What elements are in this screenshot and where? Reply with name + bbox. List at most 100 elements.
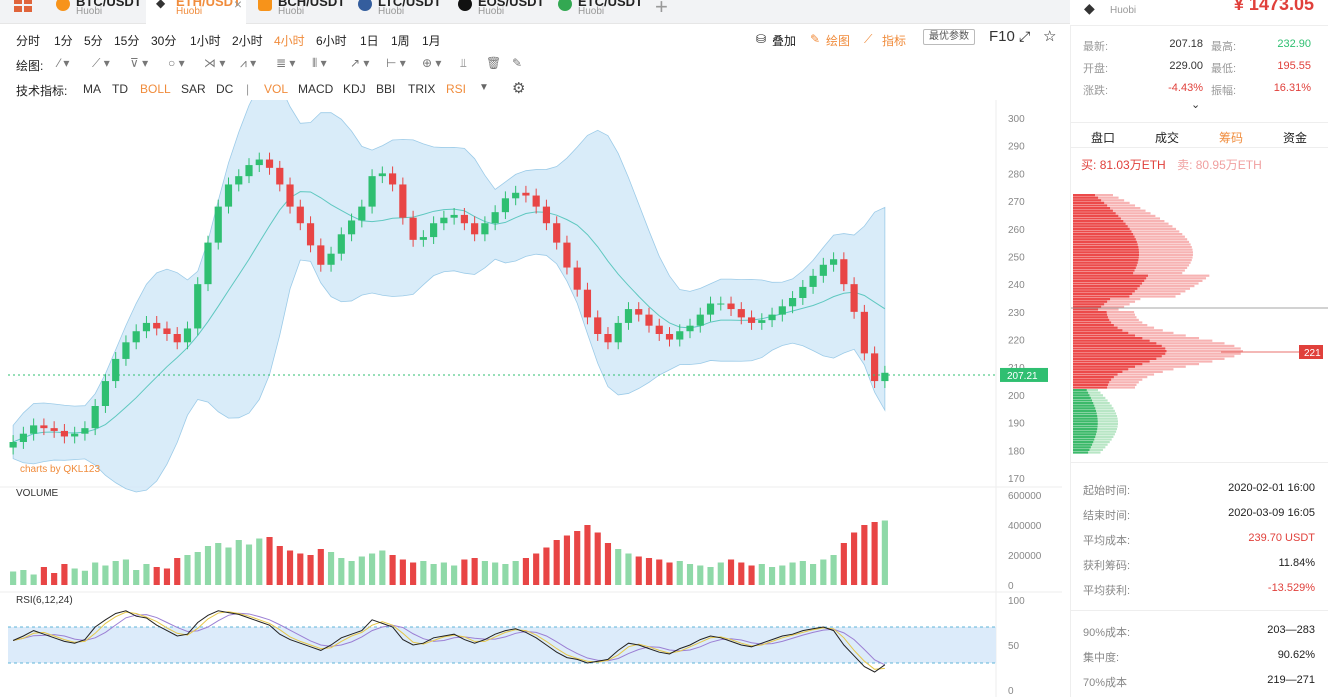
indicator-bbi[interactable]: BBI bbox=[376, 82, 396, 96]
volume-bar bbox=[338, 558, 345, 585]
trash-icon[interactable]: 🗑 bbox=[486, 56, 502, 70]
volume-bar bbox=[461, 559, 468, 585]
volume-bar bbox=[20, 570, 27, 585]
tab-trades[interactable]: 成交 bbox=[1154, 131, 1179, 145]
indicator-trix[interactable]: TRIX bbox=[408, 82, 436, 96]
chip-bar bbox=[1073, 412, 1097, 415]
tab-orderbook[interactable]: 盘口 bbox=[1090, 131, 1115, 145]
tab-ltc[interactable]: LTC/USDT Huobi bbox=[348, 0, 446, 24]
period-option[interactable]: 1周 bbox=[391, 34, 410, 48]
arrow-tool-icon[interactable]: ↗ ▾ bbox=[350, 56, 370, 70]
gann-tool-icon[interactable]: ⦀ ▾ bbox=[312, 56, 327, 70]
drawing-toolbar: 绘图: ⁄ ▾ ⟋ ▾ ⊽ ▾ ○ ▾ ⋊ ▾ ⩘ ▾ ≣ ▾ ⦀ ▾ ↗ ▾ … bbox=[0, 52, 1070, 76]
circle-tool-icon[interactable]: ○ ▾ bbox=[168, 56, 185, 70]
period-option-active[interactable]: 4小时 bbox=[274, 34, 305, 48]
tab-symbol: EOS/USDT bbox=[478, 0, 545, 9]
overlay-icon[interactable]: ⛁ bbox=[756, 32, 767, 46]
indicator-vol[interactable]: VOL bbox=[264, 82, 289, 96]
volume-bar bbox=[420, 561, 427, 585]
indicator-button[interactable]: 指标 bbox=[882, 34, 907, 48]
indicator-dc[interactable]: DC bbox=[216, 82, 234, 96]
volume-bar bbox=[881, 520, 888, 585]
favorite-star-icon[interactable]: ☆ bbox=[1043, 28, 1057, 45]
chart-area[interactable]: 3002902802702602502402302202102001901801… bbox=[0, 76, 1062, 697]
candle-body bbox=[430, 223, 438, 238]
buy-label: 买: bbox=[1081, 158, 1097, 172]
rsi-band bbox=[8, 627, 996, 663]
best-params-button[interactable]: 最优参数 bbox=[923, 29, 975, 45]
period-option[interactable]: 分时 bbox=[16, 34, 41, 48]
bch-coin-icon bbox=[258, 0, 272, 11]
tab-bch[interactable]: BCH/USDT Huobi bbox=[248, 0, 346, 24]
wave-tool-icon[interactable]: ⩘ ▾ bbox=[240, 56, 257, 70]
period-option[interactable]: 15分 bbox=[114, 34, 140, 48]
candle-body bbox=[840, 259, 848, 285]
line-tool-icon[interactable]: ⁄ ▾ bbox=[58, 56, 70, 70]
indicator-ma[interactable]: MA bbox=[83, 82, 101, 96]
tab-eth[interactable]: ◆ ETH/USDT Huobi × bbox=[146, 0, 246, 24]
indicator-boll[interactable]: BOLL bbox=[140, 82, 171, 96]
ray-tool-icon[interactable]: ⟋ ▾ bbox=[92, 56, 110, 70]
indicator-td[interactable]: TD bbox=[112, 82, 128, 96]
chip-bar bbox=[1073, 409, 1097, 412]
apps-grid-icon[interactable] bbox=[14, 0, 34, 14]
volume-bar bbox=[389, 555, 396, 585]
fullscreen-icon[interactable]: ⤢ bbox=[1019, 28, 1031, 44]
chip-bar bbox=[1073, 342, 1157, 345]
tab-etc[interactable]: ETC/USDT Huobi bbox=[548, 0, 646, 24]
tab-chips[interactable]: 筹码 bbox=[1218, 131, 1243, 145]
overlay-button[interactable]: 叠加 bbox=[772, 34, 797, 48]
draw-button[interactable]: 绘图 bbox=[826, 34, 851, 48]
indicator-rsi[interactable]: RSI bbox=[446, 82, 467, 96]
more-indicators-icon[interactable]: ▼ bbox=[479, 82, 489, 93]
chip-bar bbox=[1073, 334, 1136, 337]
tab-btc[interactable]: BTC/USDT Huobi bbox=[46, 0, 144, 24]
tab-funds[interactable]: 资金 bbox=[1282, 131, 1307, 145]
note-tool-icon[interactable]: ⊕ ▾ bbox=[422, 56, 442, 70]
candle-body bbox=[635, 309, 643, 315]
chip-bar bbox=[1073, 425, 1098, 428]
channel-tool-icon[interactable]: ⊽ ▾ bbox=[130, 56, 149, 70]
draw-pen-icon[interactable]: ✎ bbox=[810, 32, 821, 46]
add-tab-button[interactable]: + bbox=[655, 0, 668, 19]
period-option[interactable]: 1月 bbox=[422, 34, 441, 48]
indicator-kdj[interactable]: KDJ bbox=[343, 82, 366, 96]
chip-bar bbox=[1073, 360, 1150, 363]
fibonacci-tool-icon[interactable]: ≣ ▾ bbox=[276, 56, 296, 70]
indicator-chart-icon[interactable]: ⟋ bbox=[864, 32, 873, 46]
period-option[interactable]: 5分 bbox=[84, 34, 103, 48]
candle-body bbox=[563, 242, 571, 268]
chip-bar bbox=[1073, 357, 1157, 360]
tab-eos[interactable]: EOS/USDT Huobi bbox=[448, 0, 546, 24]
stats-tool-icon[interactable]: ⫫ bbox=[460, 56, 467, 70]
close-tab-icon[interactable]: × bbox=[233, 0, 242, 12]
f10-button[interactable]: F10 bbox=[989, 28, 1015, 45]
chip-bar bbox=[1073, 212, 1116, 215]
period-option[interactable]: 30分 bbox=[151, 34, 177, 48]
volume-bar bbox=[40, 567, 47, 585]
period-option[interactable]: 1小时 bbox=[190, 34, 221, 48]
period-option[interactable]: 1日 bbox=[360, 34, 379, 48]
buy-sell-summary: 买: 81.03万ETH 卖: 80.95万ETH bbox=[1081, 156, 1262, 173]
chart-canvas[interactable]: 3002902802702602502402302202102001901801… bbox=[0, 76, 1062, 697]
period-option[interactable]: 2小时 bbox=[232, 34, 263, 48]
eraser-icon[interactable]: ✎ bbox=[512, 56, 523, 70]
volume-bar bbox=[707, 567, 714, 585]
candle-body bbox=[655, 325, 663, 334]
candle-body bbox=[583, 289, 592, 318]
indicator-macd[interactable]: MACD bbox=[298, 82, 334, 96]
candle-body bbox=[60, 430, 68, 437]
candle-body bbox=[542, 206, 551, 224]
chip-bar bbox=[1073, 220, 1124, 223]
expand-chevron-icon[interactable]: ⌄ bbox=[1191, 99, 1201, 111]
settings-gear-icon[interactable]: ⚙ bbox=[512, 80, 526, 97]
chip-info-label: 平均成本: bbox=[1083, 535, 1131, 547]
chip-bar bbox=[1073, 256, 1139, 259]
chip-bar bbox=[1073, 196, 1099, 199]
pattern-tool-icon[interactable]: ⋊ ▾ bbox=[204, 56, 226, 70]
period-option[interactable]: 1分 bbox=[54, 34, 73, 48]
volume-bar bbox=[697, 565, 704, 585]
indicator-sar[interactable]: SAR bbox=[181, 82, 206, 96]
period-option[interactable]: 6小时 bbox=[316, 34, 347, 48]
measure-tool-icon[interactable]: ⊢ ▾ bbox=[386, 56, 406, 70]
